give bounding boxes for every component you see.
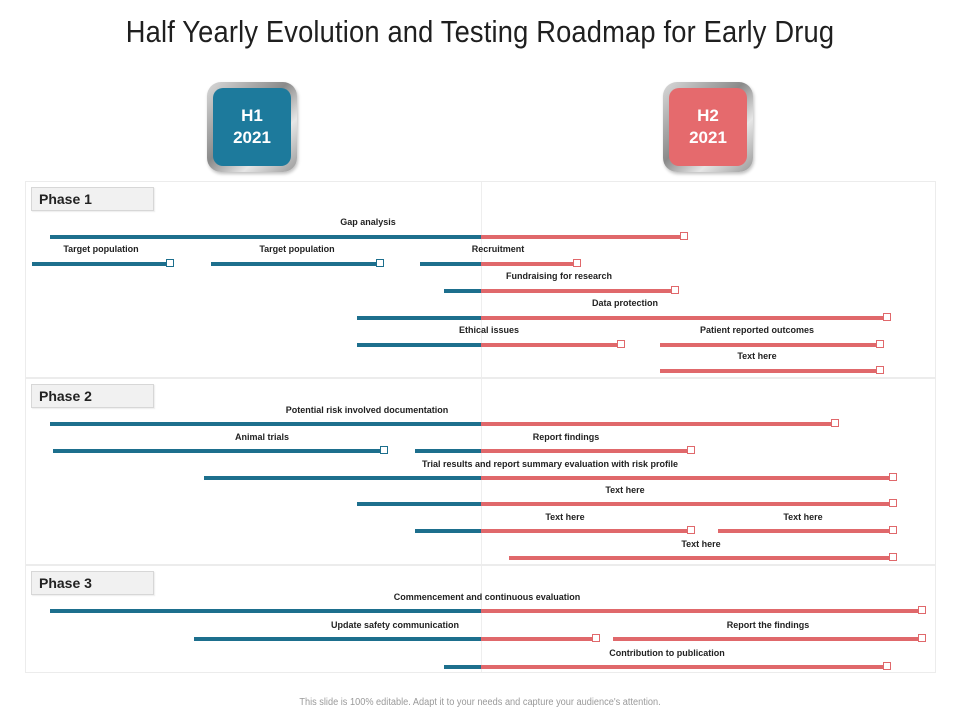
potential-risk-bar	[50, 419, 839, 427]
bar-label: Contribution to publication	[609, 648, 725, 658]
h2-2021-badge: H2 2021	[663, 82, 753, 172]
bar-end-marker	[573, 259, 581, 267]
bar-end-marker	[889, 526, 897, 534]
bar-label: Text here	[783, 512, 823, 522]
publication-bar	[444, 662, 891, 670]
bar-label: Update safety communication	[330, 620, 460, 630]
bar-end-marker	[687, 446, 695, 454]
bar-label: Text here	[737, 351, 777, 361]
target-population-bar-1	[32, 259, 174, 267]
bar-label: Report the findings	[726, 620, 810, 630]
data-protection-bar	[357, 313, 891, 321]
bar-end-marker	[592, 634, 600, 642]
footer-note: This slide is 100% editable. Adapt it to…	[299, 697, 661, 708]
bar-label: Fundraising for research	[505, 271, 613, 281]
text-here-bar	[660, 366, 884, 374]
h1-2021-badge: H1 2021	[207, 82, 297, 172]
bar-end-marker	[883, 662, 891, 670]
bar-label: Potential risk involved documentation	[285, 405, 449, 415]
bar-end-marker	[166, 259, 174, 267]
bar-label: Target population	[63, 244, 139, 254]
bar-end-marker	[889, 499, 897, 507]
bar-label: Gap analysis	[340, 217, 396, 227]
bar-end-marker	[889, 473, 897, 481]
commencement-bar	[50, 606, 926, 614]
half-year-divider	[481, 379, 482, 564]
phase-2-label: Phase 2	[31, 384, 154, 408]
phase-2-panel: Phase 2 Potential risk involved document…	[25, 378, 936, 565]
safety-communication-bar	[194, 634, 600, 642]
bar-end-marker	[918, 606, 926, 614]
bar-label: Animal trials	[234, 432, 290, 442]
animal-trials-bar	[53, 446, 388, 454]
h2-badge-inner: H2 2021	[669, 88, 747, 166]
trial-results-bar	[204, 473, 897, 481]
target-population-bar-2	[211, 259, 384, 267]
text-here-bar	[357, 499, 897, 507]
bar-label: Trial results and report summary evaluat…	[421, 459, 679, 469]
half-year-divider	[481, 566, 482, 672]
half-year-divider	[481, 182, 482, 377]
ethical-issues-bar	[357, 340, 625, 348]
bar-end-marker	[876, 366, 884, 374]
h2-badge-year: 2021	[689, 128, 727, 147]
bar-label: Recruitment	[471, 244, 525, 254]
h1-badge-inner: H1 2021	[213, 88, 291, 166]
bar-label: Commencement and continuous evaluation	[393, 592, 581, 602]
text-here-bar	[509, 553, 897, 561]
phase-3-panel: Phase 3 Commencement and continuous eval…	[25, 565, 936, 673]
bar-label: Text here	[545, 512, 585, 522]
h2-badge-label: H2	[697, 106, 719, 125]
phase-3-label: Phase 3	[31, 571, 154, 595]
h1-badge-year: 2021	[233, 128, 271, 147]
bar-end-marker	[671, 286, 679, 294]
bar-end-marker	[376, 259, 384, 267]
bar-end-marker	[680, 232, 688, 240]
gap-analysis-bar	[50, 232, 688, 240]
text-here-bar	[415, 526, 695, 534]
bar-end-marker	[918, 634, 926, 642]
bar-label: Patient reported outcomes	[699, 325, 815, 335]
bar-label: Target population	[259, 244, 335, 254]
bar-label: Text here	[605, 485, 645, 495]
bar-end-marker	[883, 313, 891, 321]
bar-label: Text here	[681, 539, 721, 549]
bar-label: Ethical issues	[458, 325, 520, 335]
bar-end-marker	[876, 340, 884, 348]
report-findings-bar	[415, 446, 695, 454]
bar-label: Report findings	[532, 432, 600, 442]
text-here-bar	[718, 526, 897, 534]
phase-1-label: Phase 1	[31, 187, 154, 211]
bar-end-marker	[687, 526, 695, 534]
patient-outcomes-bar	[660, 340, 884, 348]
bar-label: Data protection	[591, 298, 659, 308]
fundraising-bar	[444, 286, 679, 294]
bar-end-marker	[380, 446, 388, 454]
report-findings-bar	[613, 634, 926, 642]
h1-badge-label: H1	[241, 106, 263, 125]
slide-title: Half Yearly Evolution and Testing Roadma…	[125, 14, 835, 49]
bar-end-marker	[831, 419, 839, 427]
bar-end-marker	[617, 340, 625, 348]
recruitment-bar	[420, 259, 581, 267]
bar-end-marker	[889, 553, 897, 561]
phase-1-panel: Phase 1 Gap analysis Target population T…	[25, 181, 936, 378]
